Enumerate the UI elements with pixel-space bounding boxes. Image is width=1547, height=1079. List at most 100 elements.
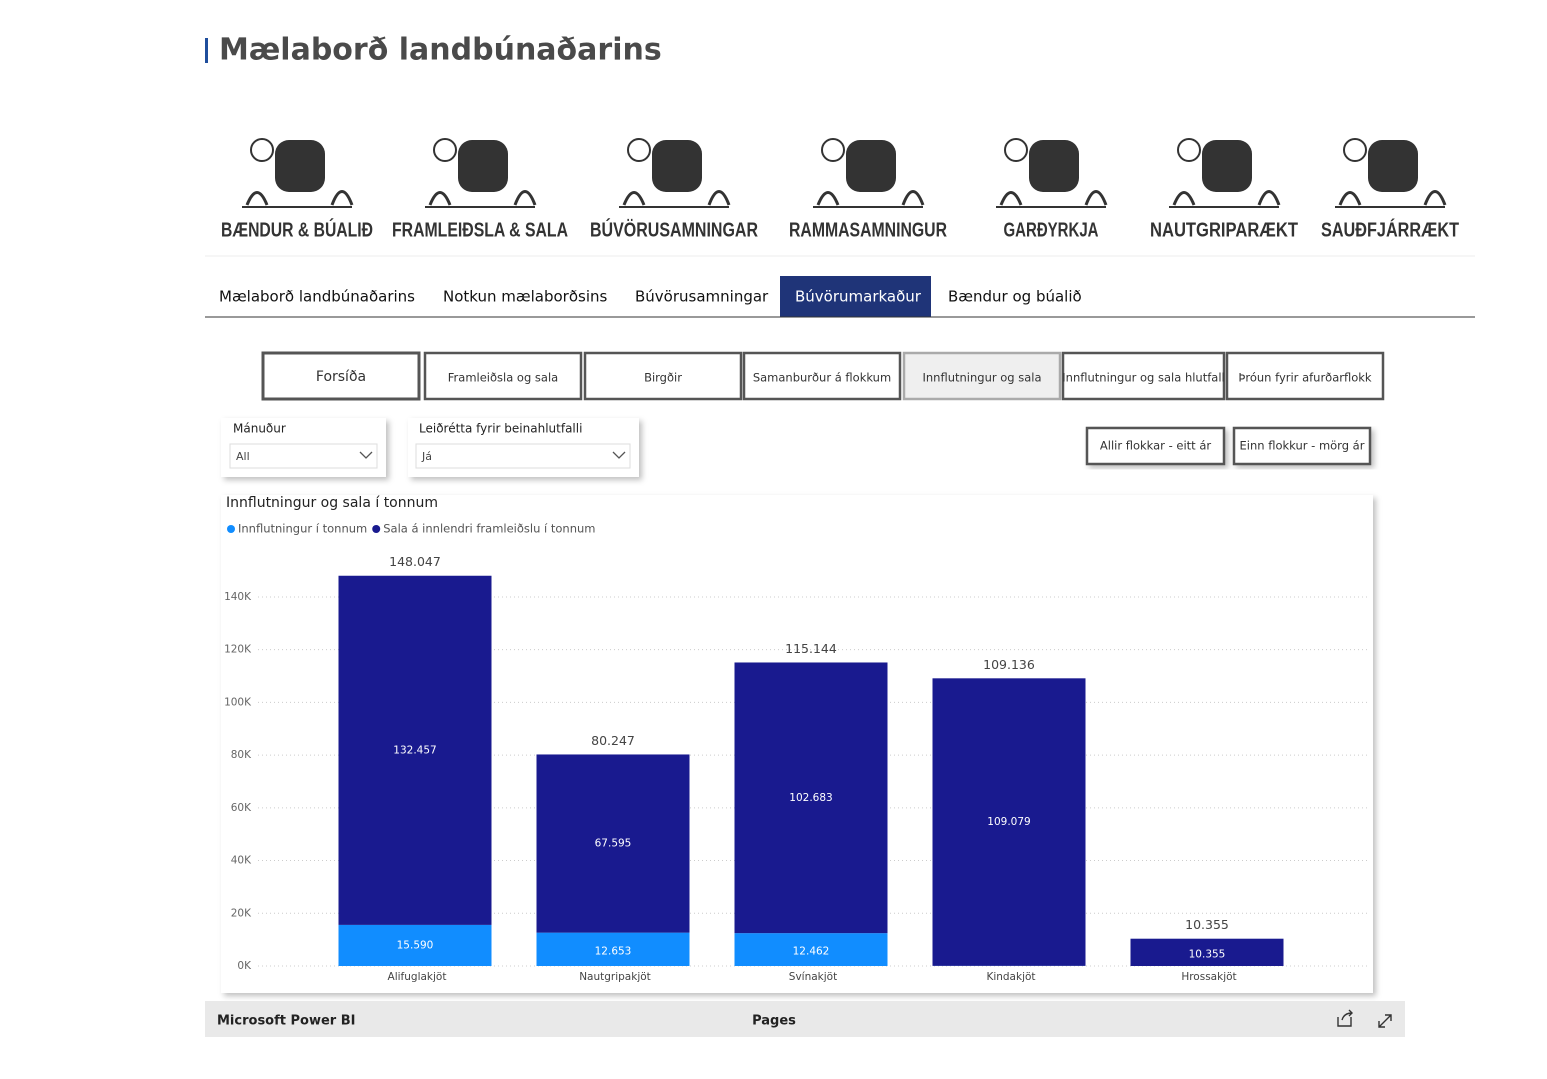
total-label: 10.355 (1185, 917, 1229, 932)
icon-glyph (250, 138, 274, 162)
tab[interactable] (931, 276, 1095, 317)
nav-button-label[interactable]: Forsíða (316, 369, 366, 385)
tab-label[interactable]: Notkun mælaborðsins (443, 288, 608, 306)
tab-label[interactable]: Búvörusamningar (635, 288, 769, 306)
segment-label: 10.355 (1189, 948, 1226, 960)
nav-button[interactable] (1225, 351, 1385, 401)
icon-glyph (1338, 190, 1447, 206)
nav-button-label[interactable]: Innflutningur og sala hlutfall (1062, 371, 1224, 385)
nav-button[interactable] (742, 351, 902, 401)
icon-glyph (433, 138, 457, 162)
nav-button-label[interactable]: Þróun fyrir afurðarflokk (1238, 371, 1372, 385)
bar-segment (1130, 938, 1284, 966)
icon-glyph (1177, 138, 1201, 162)
bar-segment (338, 575, 492, 925)
y-tick-label: 120K (224, 644, 252, 656)
icon-glyph (1202, 140, 1252, 192)
view-button[interactable] (1085, 426, 1226, 466)
slicer-chevron (359, 451, 373, 459)
icon-glyph (999, 190, 1108, 206)
x-tick-label: Hrossakjöt (1181, 971, 1236, 983)
view-button-label[interactable]: Einn flokkur - mörg ár (1240, 439, 1365, 453)
footer-brand[interactable]: Microsoft Power BI (217, 1014, 355, 1029)
icon-label[interactable]: SAUÐFJÁRRÆKT (1321, 218, 1459, 241)
chart-title: Innflutningur og sala í tonnum (226, 495, 438, 511)
icon-glyph (622, 190, 731, 206)
bar-segment (734, 933, 888, 966)
nav-button-label[interactable]: Innflutningur og sala (922, 371, 1041, 385)
tab[interactable] (205, 276, 428, 317)
bar-segment (536, 932, 690, 966)
y-tick-label: 60K (231, 802, 252, 814)
slicer-chevron (612, 451, 626, 459)
y-tick-label: 40K (231, 855, 252, 867)
nav-button-label[interactable]: Samanburður á flokkum (753, 371, 891, 385)
nav-button[interactable] (902, 351, 1062, 401)
icon-glyph (428, 190, 537, 206)
icon-label[interactable]: GARÐYRKJA (1004, 219, 1099, 241)
slicer-label: Leiðrétta fyrir beinahlutfalli (419, 422, 582, 436)
total-label: 115.144 (785, 641, 837, 656)
bar-segment (734, 662, 888, 934)
slicer-value[interactable]: All (236, 450, 250, 463)
y-tick-label: 100K (224, 696, 252, 708)
y-tick-label: 20K (231, 907, 252, 919)
legend-label: Sala á innlendri framleiðslu í tonnum (383, 522, 595, 536)
x-tick-label: Alifuglakjöt (388, 971, 447, 983)
share-icon[interactable] (1337, 1009, 1353, 1027)
x-tick-label: Svínakjöt (789, 971, 837, 983)
nav-button[interactable] (261, 351, 421, 401)
legend-label: Innflutningur í tonnum (238, 522, 367, 536)
tab-label[interactable]: Bændur og búalið (948, 288, 1082, 306)
tab[interactable] (620, 276, 780, 317)
segment-label: 15.590 (397, 939, 434, 951)
y-tick-label: 80K (231, 749, 252, 761)
segment-label: 12.653 (595, 945, 632, 957)
total-label: 109.136 (983, 657, 1035, 672)
icon-strip (205, 110, 1475, 256)
icon-glyph (652, 140, 702, 192)
y-tick-label: 0K (237, 960, 252, 972)
footer-pages[interactable]: Pages (752, 1014, 796, 1029)
segment-label: 102.683 (789, 792, 832, 804)
slicer-label: Mánuður (233, 422, 286, 436)
nav-button[interactable] (1061, 351, 1226, 401)
fullscreen-icon[interactable] (1378, 1014, 1392, 1028)
icon-label[interactable]: NAUTGRIPARÆKT (1150, 219, 1298, 241)
icon-glyph (821, 138, 845, 162)
bar-segment (536, 754, 690, 933)
icon-label[interactable]: BÆNDUR & BÚALIÐ (221, 217, 373, 241)
icon-glyph (816, 190, 925, 206)
tab[interactable] (428, 276, 620, 317)
nav-button[interactable] (583, 351, 743, 401)
icon-label[interactable]: RAMMASAMNINGUR (789, 219, 947, 241)
tab-label[interactable]: Mælaborð landbúnaðarins (219, 288, 415, 306)
title-accent (205, 38, 208, 63)
icon-glyph (1029, 140, 1079, 192)
page-title: Mælaborð landbúnaðarins (219, 33, 662, 68)
segment-label: 12.462 (793, 946, 830, 958)
slicer-dropdown[interactable] (415, 443, 631, 469)
total-label: 80.247 (591, 733, 635, 748)
bar-segment (932, 678, 1086, 966)
tab-label[interactable]: Búvörumarkaður (795, 288, 922, 306)
tab[interactable] (780, 276, 931, 317)
icon-glyph (1368, 140, 1418, 192)
bar-segment (338, 924, 492, 966)
segment-label: 109.079 (987, 816, 1030, 828)
icon-glyph (245, 190, 354, 206)
icon-glyph (1172, 190, 1281, 206)
view-button[interactable] (1232, 426, 1372, 466)
icon-label[interactable]: FRAMLEIÐSLA & SALA (392, 219, 568, 241)
nav-button-label[interactable]: Framleiðsla og sala (448, 371, 558, 385)
nav-button[interactable] (423, 351, 583, 401)
legend-marker (372, 525, 381, 533)
slicer-dropdown[interactable] (229, 443, 378, 469)
icon-glyph (627, 138, 651, 162)
slicer-value[interactable]: Já (421, 450, 432, 463)
view-button-label[interactable]: Allir flokkar - eitt ár (1100, 439, 1211, 453)
total-label: 148.047 (389, 554, 441, 569)
icon-label[interactable]: BÚVÖRUSAMNINGAR (590, 217, 758, 241)
nav-button-label[interactable]: Birgðir (644, 371, 682, 385)
